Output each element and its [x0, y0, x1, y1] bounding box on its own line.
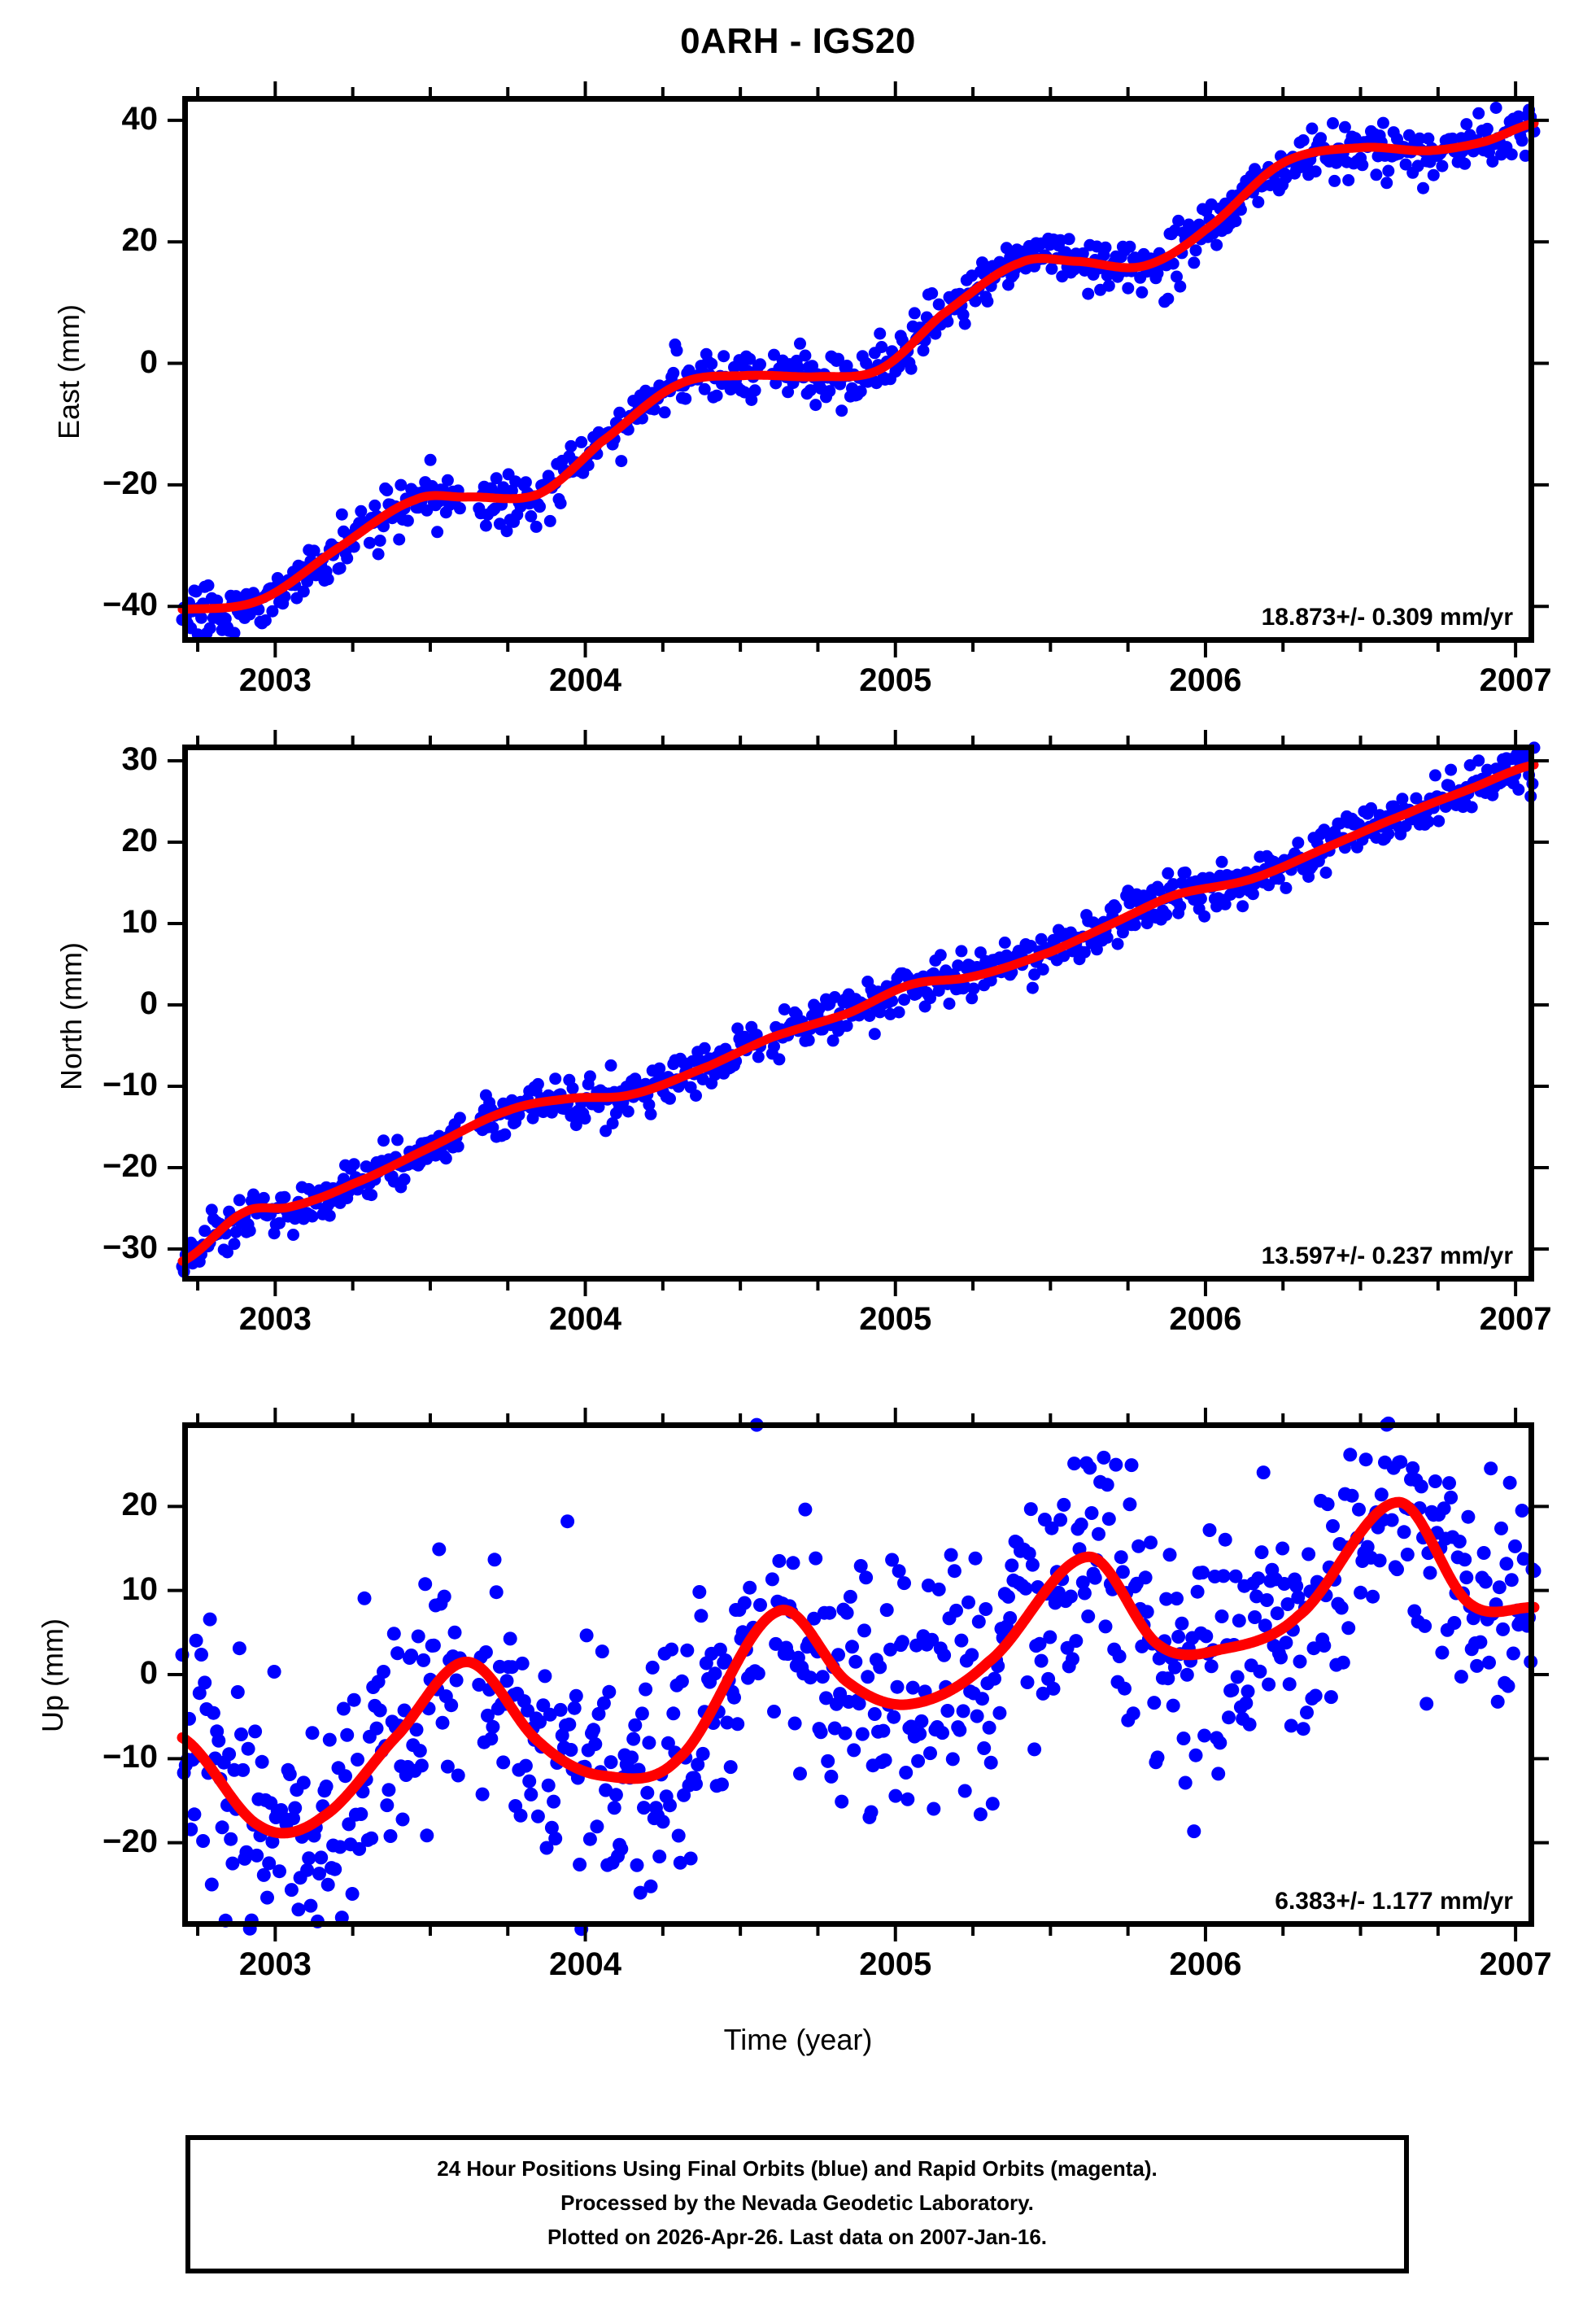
caption-box: 24 Hour Positions Using Final Orbits (bl… — [185, 2135, 1409, 2273]
panel-east: 40 20 0 −20 −40 2003 2004 2005 2006 2007 18.873+/-… — [102, 81, 1552, 698]
north-ytick-label: −20 — [102, 1148, 158, 1184]
east-ytick-label: −40 — [102, 587, 158, 623]
north-xtick-label: 2006 — [1169, 1301, 1242, 1337]
up-xtick-label: 2003 — [238, 1946, 312, 1982]
east-xtick-label: 2006 — [1169, 662, 1242, 698]
up-ytick-label: −10 — [102, 1739, 158, 1775]
north-ytick-label: 20 — [121, 823, 159, 858]
up-plot-area — [168, 1408, 1549, 1941]
up-ytick-label: 0 — [139, 1655, 158, 1691]
east-xtick-label: 2003 — [238, 662, 312, 698]
x-axis-label: Time (year) — [723, 2023, 873, 2056]
east-ytick-label: 40 — [121, 100, 159, 137]
north-ytick-label: 0 — [139, 985, 158, 1021]
north-ytick-label: 30 — [121, 741, 159, 777]
east-xtick-label: 2005 — [859, 662, 932, 698]
east-ytick-label: −20 — [102, 465, 158, 501]
caption-line-3: Plotted on 2026-Apr-26. Last data on 200… — [547, 2225, 1048, 2249]
up-axis-label: Up (mm) — [36, 1618, 69, 1732]
east-rate-label: 18.873+/- 0.309 mm/yr — [1261, 604, 1513, 631]
up-xtick-label: 2005 — [859, 1946, 932, 1982]
page-title: 0ARH - IGS20 — [680, 21, 916, 61]
caption-line-1: 24 Hour Positions Using Final Orbits (bl… — [437, 2156, 1158, 2181]
north-ytick-label: 10 — [121, 904, 159, 940]
east-xtick-label: 2004 — [549, 662, 622, 698]
up-xtick-label: 2007 — [1479, 1946, 1552, 1982]
east-ytick-label: 20 — [121, 222, 159, 259]
east-xtick-label: 2007 — [1479, 662, 1552, 698]
east-ytick-label: 0 — [139, 343, 158, 380]
north-axis-label: North (mm) — [55, 942, 88, 1090]
north-plot-area — [168, 730, 1549, 1296]
north-xtick-label: 2003 — [238, 1301, 312, 1337]
north-rate-label: 13.597+/- 0.237 mm/yr — [1261, 1243, 1513, 1269]
panel-north: 30 20 10 0 −10 −20 −30 2003 2004 2005 2006 2007 13.5… — [102, 730, 1552, 1337]
north-xtick-label: 2005 — [859, 1301, 932, 1337]
east-axis-label: East (mm) — [52, 304, 85, 439]
up-xtick-label: 2006 — [1169, 1946, 1242, 1982]
up-ytick-label: 20 — [121, 1487, 159, 1523]
up-ytick-label: 10 — [121, 1570, 159, 1607]
up-ytick-label: −20 — [102, 1823, 158, 1859]
north-xtick-label: 2007 — [1479, 1301, 1552, 1337]
panel-up: 20 10 0 −10 −20 2003 2004 2005 2006 2007 6.383+/- … — [102, 1408, 1552, 1982]
north-xtick-label: 2004 — [549, 1301, 622, 1337]
up-rate-label: 6.383+/- 1.177 mm/yr — [1275, 1888, 1513, 1915]
caption-line-2: Processed by the Nevada Geodetic Laborat… — [560, 2190, 1034, 2215]
east-plot-area — [168, 81, 1549, 657]
north-ytick-label: −30 — [102, 1229, 158, 1265]
up-xtick-label: 2004 — [549, 1946, 622, 1982]
north-ytick-label: −10 — [102, 1067, 158, 1103]
